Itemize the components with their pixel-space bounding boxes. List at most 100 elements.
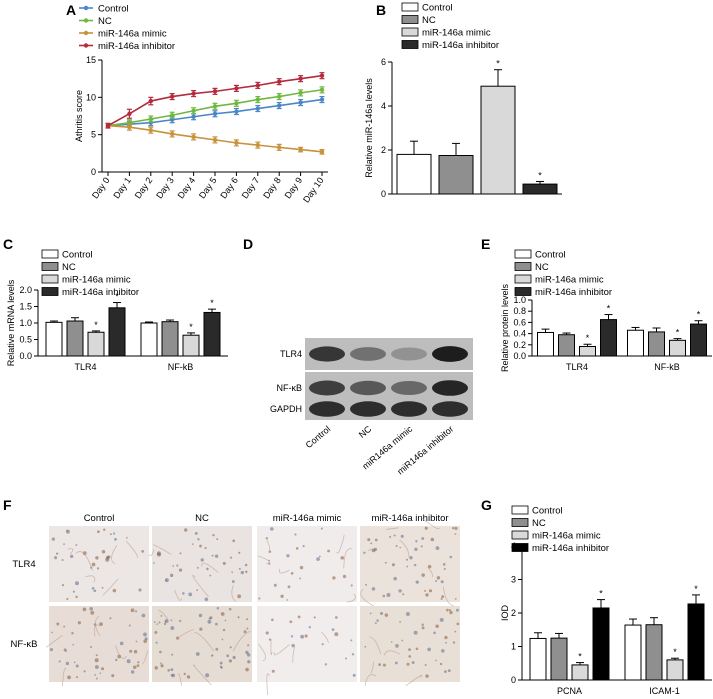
series-line-3 [107, 74, 323, 127]
ihc-stain-dot [138, 588, 142, 592]
ihc-stain-dot [205, 673, 210, 678]
ihc-stain-dot [390, 641, 393, 643]
ihc-stain-dot [89, 607, 93, 611]
ihc-stain-dot [382, 663, 386, 667]
y-axis-title: Relative protein levels [500, 283, 510, 372]
ihc-stain-dot [94, 665, 99, 669]
ihc-stain-dot [160, 662, 163, 665]
ihc-stain-dot [66, 529, 69, 532]
ihc-stain-dot [179, 619, 182, 623]
ihc-stain-dot [176, 564, 179, 567]
ihc-stain-dot [413, 563, 417, 567]
ihc-stain-dot [53, 556, 58, 560]
ihc-stain-dot [342, 574, 347, 579]
blot-band [309, 380, 345, 396]
ihc-stain-dot [228, 607, 232, 611]
legend-label: miR-146a mimic [98, 29, 167, 40]
ihc-stain-dot [439, 617, 444, 622]
y-tick-label: 10 [86, 92, 96, 102]
x-tick-label: Day 6 [218, 175, 240, 200]
legend-swatch [41, 249, 59, 259]
ihc-stain-dot [245, 618, 249, 621]
panel-letter-f: F [3, 497, 12, 513]
ihc-stain-dot [200, 558, 204, 562]
ihc-column-label: NC [195, 513, 209, 524]
ihc-stain-dot [363, 551, 366, 554]
ihc-fiber [232, 630, 251, 652]
blot-band [391, 401, 427, 417]
y-tick-label: 0.2 [513, 340, 526, 350]
ihc-stain-dot [56, 622, 60, 626]
ihc-stain-dot [454, 597, 457, 600]
ihc-stain-dot [340, 556, 345, 560]
ihc-stain-dot [268, 550, 272, 553]
ihc-fiber [201, 562, 219, 573]
ihc-stain-dot [370, 542, 373, 545]
ihc-stain-dot [449, 610, 453, 615]
ihc-stain-dot [154, 666, 158, 670]
ihc-stain-dot [101, 550, 106, 554]
legend-label: Control [535, 250, 566, 261]
data-point [127, 125, 132, 130]
bar [45, 321, 63, 357]
significance-label: * [599, 589, 603, 599]
ihc-stain-dot [395, 644, 399, 648]
ihc-stain-dot [440, 597, 443, 600]
y-tick-label: 0 [91, 167, 96, 177]
significance-label: * [694, 584, 698, 594]
ihc-stain-dot [271, 618, 274, 622]
ihc-stain-dot [454, 533, 457, 535]
ihc-stain-dot [143, 639, 148, 644]
ihc-stain-dot [411, 661, 415, 664]
ihc-stain-dot [91, 562, 96, 567]
ihc-stain-dot [182, 592, 185, 595]
ihc-stain-dot [379, 611, 384, 615]
ihc-stain-dot [273, 583, 277, 587]
ihc-stain-dot [97, 530, 100, 534]
legend-swatch [514, 287, 532, 296]
bar [669, 339, 686, 357]
ihc-fiber [292, 646, 296, 663]
ihc-stain-dot [246, 653, 251, 657]
ihc-stain-dot [160, 664, 164, 668]
blot-band [309, 346, 345, 362]
ihc-stain-dot [321, 643, 324, 646]
legend-label: NC [98, 16, 112, 27]
ihc-stain-dot [435, 580, 438, 582]
ihc-stain-dot [247, 660, 251, 664]
bar [558, 334, 575, 357]
ihc-stain-dot [308, 626, 311, 629]
ihc-stain-dot [238, 551, 241, 554]
ihc-stain-dot [137, 661, 140, 664]
ihc-fiber [111, 545, 118, 565]
x-category-label: PCNA [557, 686, 582, 696]
data-point [191, 108, 196, 113]
bar [182, 334, 200, 357]
ihc-stain-dot [446, 608, 449, 612]
y-tick-label: 2 [511, 608, 516, 618]
data-point [298, 90, 303, 96]
ihc-fiber [94, 624, 101, 637]
blot-band [391, 381, 427, 395]
ihc-fiber [266, 673, 270, 696]
x-tick-label: Day 1 [111, 175, 133, 200]
bar [579, 345, 596, 357]
legend-swatch [401, 27, 419, 37]
ihc-stain-dot [291, 643, 295, 648]
ihc-stain-dot [208, 617, 211, 620]
ihc-stain-dot [198, 613, 203, 618]
legend-label: miR-146a mimic [422, 28, 491, 39]
ihc-stain-dot [424, 589, 427, 592]
ihc-column-label: miR-146a inhibitor [371, 513, 448, 524]
ihc-stain-dot [72, 590, 75, 593]
ihc-stain-dot [436, 576, 441, 580]
ihc-stain-dot [221, 638, 224, 641]
x-tick-label: Day 5 [197, 175, 219, 200]
ihc-stain-dot [107, 555, 111, 559]
ihc-stain-dot [159, 650, 162, 654]
data-point [212, 89, 218, 94]
ihc-stain-dot [169, 573, 174, 578]
ihc-stain-dot [176, 636, 180, 640]
ihc-stain-dot [394, 661, 398, 665]
ihc-stain-dot [455, 608, 459, 612]
